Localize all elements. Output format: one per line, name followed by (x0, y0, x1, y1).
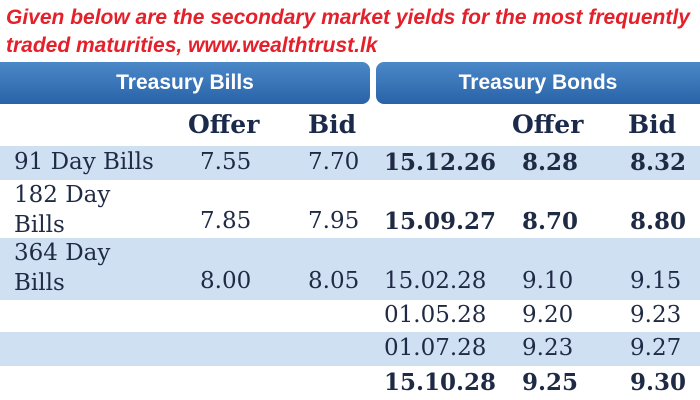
bill-name-line-1: 182 Day (14, 182, 111, 208)
bond-maturity: 15.09.27 (384, 208, 497, 235)
bill-name: 182 Day Bills (14, 180, 110, 240)
intro-line-2: traded maturities, www.wealthtrust.lk (6, 34, 378, 57)
bond-offer: 9.10 (522, 268, 574, 294)
bonds-bid-heading: Bid (628, 110, 677, 139)
bill-bid: 8.05 (308, 268, 360, 294)
bills-bid-heading: Bid (308, 110, 357, 139)
intro-line-1: Given below are the secondary market yie… (6, 6, 690, 29)
bill-offer: 8.00 (200, 268, 252, 294)
table-row: 01.05.28 9.20 9.23 (0, 300, 700, 332)
bond-bid: 9.23 (630, 302, 682, 328)
bond-offer: 8.70 (522, 208, 579, 235)
bill-offer: 7.55 (200, 149, 252, 175)
bond-bid: 8.32 (630, 149, 687, 176)
bond-maturity: 15.02.28 (384, 268, 487, 294)
bond-bid: 8.80 (630, 208, 687, 235)
bond-offer: 8.28 (522, 149, 579, 176)
bill-name: 91 Day Bills (14, 149, 154, 175)
bonds-offer-heading: Offer (512, 110, 584, 139)
bond-maturity: 15.10.28 (384, 369, 497, 396)
bond-maturity: 01.07.28 (384, 335, 487, 361)
bond-maturity: 15.12.26 (384, 149, 497, 176)
bond-bid: 9.30 (630, 369, 687, 396)
bill-offer: 7.85 (200, 208, 252, 234)
bond-bid: 9.27 (630, 335, 682, 361)
bill-name-line-2: Bills (14, 212, 65, 238)
bill-bid: 7.70 (308, 149, 360, 175)
table-row: 01.07.28 9.23 9.27 (0, 332, 700, 366)
table-row: 91 Day Bills 7.55 7.70 15.12.26 8.28 8.3… (0, 146, 700, 180)
bond-offer: 9.25 (522, 369, 579, 396)
intro-text: Given below are the secondary market yie… (6, 4, 696, 60)
table-row: 15.10.28 9.25 9.30 (0, 366, 700, 400)
bond-offer: 9.23 (522, 335, 574, 361)
bill-name: 364 Day Bills (14, 238, 110, 298)
bill-bid: 7.95 (308, 208, 360, 234)
treasury-bonds-header: Treasury Bonds (376, 62, 700, 104)
bill-name-line-2: Bills (14, 270, 65, 296)
bond-bid: 9.15 (630, 268, 682, 294)
table-row: 182 Day Bills 7.85 7.95 15.09.27 8.70 8.… (0, 180, 700, 238)
treasury-bills-header: Treasury Bills (0, 62, 370, 104)
table-row: 364 Day Bills 8.00 8.05 15.02.28 9.10 9.… (0, 238, 700, 300)
bond-offer: 9.20 (522, 302, 574, 328)
column-heading-row: Offer Bid Offer Bid (0, 104, 700, 146)
bills-offer-heading: Offer (188, 110, 260, 139)
yields-table: Offer Bid Offer Bid 91 Day Bills 7.55 7.… (0, 104, 700, 400)
bill-name-line-1: 364 Day (14, 240, 111, 266)
bond-maturity: 01.05.28 (384, 302, 487, 328)
